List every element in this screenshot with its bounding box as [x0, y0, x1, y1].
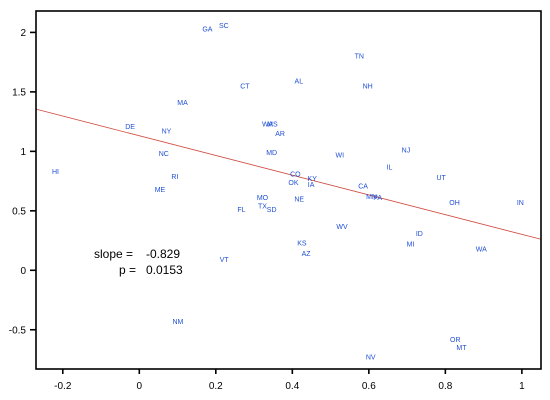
slope-label: slope =	[94, 247, 133, 261]
point-label-wa: WA	[262, 121, 273, 128]
y-tick-label: 1.5	[12, 87, 26, 98]
point-label-al: AL	[295, 79, 304, 86]
point-label-de: DE	[125, 124, 135, 131]
point-label-hi: HI	[52, 169, 59, 176]
point-label-ms: MS	[267, 121, 278, 128]
regression-line	[35, 108, 542, 240]
point-label-ut: UT	[436, 175, 446, 182]
x-tick-label: 0.2	[209, 381, 223, 392]
point-label-wi: WI	[335, 152, 344, 159]
point-label-pa: PA	[373, 195, 382, 202]
x-axis-ticks: -0.2 0 0.2 0.4 0.6 0.8 1	[54, 369, 525, 392]
x-tick-label: 0	[137, 381, 143, 392]
p-value: 0.0153	[146, 263, 183, 277]
point-label-fl: FL	[237, 207, 245, 214]
point-label-ne: NE	[294, 196, 304, 203]
point-label-wv: WV	[336, 224, 348, 231]
point-label-ks: KS	[297, 240, 307, 247]
point-label-sc: SC	[219, 23, 229, 30]
point-label-sd: SD	[267, 207, 277, 214]
point-label-az: AZ	[302, 251, 312, 258]
point-label-ky: KY	[308, 176, 318, 183]
y-tick-label: -0.5	[9, 325, 27, 336]
point-label-mi: MI	[407, 242, 415, 249]
point-label-id: ID	[416, 231, 423, 238]
point-label-ny: NY	[162, 129, 172, 136]
y-tick-label: 0.5	[12, 206, 26, 217]
y-axis-ticks: -0.5 0 0.5 1 1.5 2	[9, 28, 36, 336]
x-tick-label: 0.6	[362, 381, 376, 392]
point-label-tx: TX	[258, 204, 267, 211]
point-label-ca: CA	[358, 183, 368, 190]
point-label-ar: AR	[275, 131, 285, 138]
point-label-ri: RI	[171, 174, 178, 181]
x-tick-label: 0.8	[438, 381, 452, 392]
point-label-me: ME	[155, 187, 166, 194]
point-label-or: OR	[450, 337, 461, 344]
y-tick-label: 1	[20, 147, 26, 158]
point-label-in: IN	[517, 200, 524, 207]
x-tick-label: 0.4	[285, 381, 299, 392]
p-label: p =	[119, 263, 136, 277]
point-label-nc: NC	[159, 151, 169, 158]
point-label-oh: OH	[449, 200, 460, 207]
point-label-co: CO	[290, 171, 301, 178]
point-label-mo: MO	[257, 195, 269, 202]
point-label-mn: MN	[366, 194, 377, 201]
point-label-ma: MA	[177, 100, 188, 107]
point-label-ia: IA	[308, 182, 315, 189]
point-label-mt: MT	[456, 345, 467, 352]
point-label-wa: WA	[476, 246, 487, 253]
x-tick-label: -0.2	[54, 381, 72, 392]
x-tick-label: 1	[519, 381, 525, 392]
point-label-ga: GA	[202, 26, 212, 33]
slope-value: -0.829	[146, 247, 180, 261]
y-tick-label: 2	[20, 28, 26, 39]
point-label-md: MD	[266, 150, 277, 157]
point-label-nj: NJ	[402, 148, 411, 155]
y-tick-label: 0	[20, 266, 26, 277]
point-label-ok: OK	[288, 180, 298, 187]
point-label-tn: TN	[355, 54, 364, 61]
point-label-nh: NH	[363, 83, 373, 90]
stats-annotation: slope = -0.829 p = 0.0153	[94, 247, 183, 277]
point-label-nv: NV	[366, 355, 376, 362]
plot-frame	[35, 10, 542, 370]
point-label-il: IL	[387, 164, 393, 171]
point-label-ct: CT	[240, 83, 250, 90]
point-label-nm: NM	[172, 319, 183, 326]
point-label-vt: VT	[220, 257, 230, 264]
